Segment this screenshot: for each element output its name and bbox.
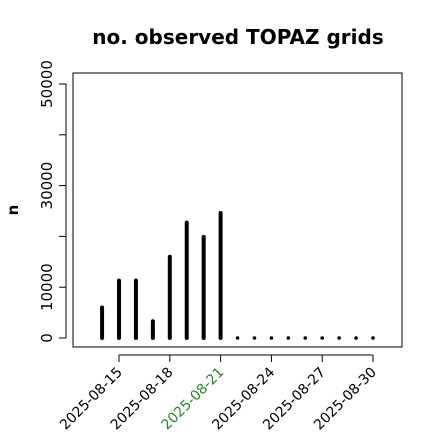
y-axis-label: n	[4, 205, 22, 216]
bars-group	[100, 211, 375, 340]
y-tick-label: 50000	[38, 60, 56, 108]
bar-zero-point	[269, 336, 274, 340]
bar-zero-point	[337, 336, 341, 340]
bar-zero-point	[320, 336, 325, 340]
plot-frame	[72, 72, 403, 348]
bar-zero-point	[252, 336, 257, 340]
x-axis: 2025-08-152025-08-182025-08-212025-08-24…	[57, 354, 380, 433]
chart-title: no. observed TOPAZ grids	[92, 25, 383, 49]
bar-zero-point	[235, 336, 240, 340]
bar-zero-point	[371, 336, 375, 340]
y-axis: 0 10000 30000 50000	[38, 60, 67, 343]
bar-zero-point	[354, 336, 358, 340]
bar-zero-point	[286, 336, 291, 340]
y-tick-label: 10000	[38, 263, 56, 311]
bar-zero-point	[303, 336, 308, 340]
y-tick-label: 30000	[38, 162, 56, 210]
y-tick-label: 0	[38, 333, 56, 343]
